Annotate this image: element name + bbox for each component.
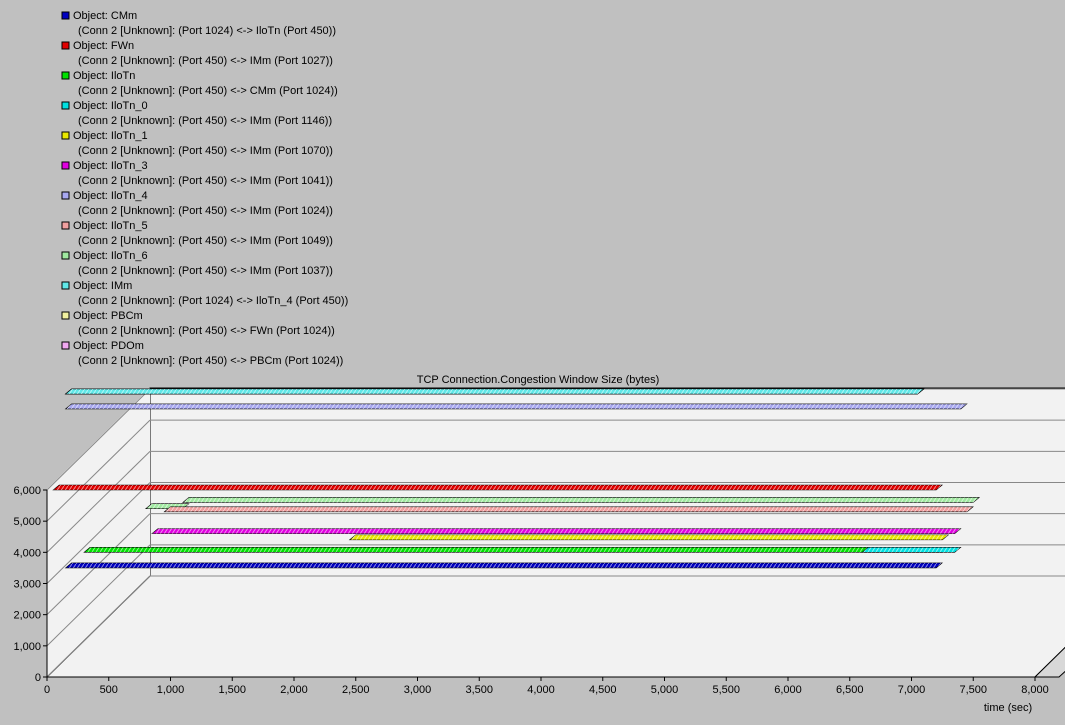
legend-swatch-ilotn-3: [61, 161, 70, 170]
grid-diagonal: [46, 575, 151, 678]
bar-hatch-ilotn-5: [164, 506, 974, 512]
legend-swatch-imm: [61, 281, 70, 290]
legend-conn-pdom: (Conn 2 [Unknown]: (Port 450) <-> PBCm (…: [78, 355, 343, 367]
legend-conn-ilotn-0: (Conn 2 [Unknown]: (Port 450) <-> IMm (P…: [78, 115, 332, 127]
bar-hatch-ilotn-0: [862, 547, 961, 553]
legend-conn-cmm: (Conn 2 [Unknown]: (Port 1024) <-> IloTn…: [78, 25, 336, 37]
y-tick-label: 5,000: [13, 516, 41, 528]
legend-conn-fwn: (Conn 2 [Unknown]: (Port 450) <-> IMm (P…: [78, 55, 333, 67]
legend-swatch-ilotn-5: [61, 221, 70, 230]
y-tick-label: 4,000: [13, 547, 41, 559]
x-tick-label: 500: [100, 684, 118, 696]
legend-conn-ilotn: (Conn 2 [Unknown]: (Port 450) <-> CMm (P…: [78, 85, 338, 97]
legend-conn-imm: (Conn 2 [Unknown]: (Port 1024) <-> IloTn…: [78, 295, 348, 307]
bar-hatch-cmm: [65, 562, 943, 568]
x-axis-label: time (sec): [984, 702, 1032, 714]
bar-hatch-ilotn-4: [65, 403, 967, 409]
legend-swatch-ilotn-1: [61, 131, 70, 140]
data-bars: [52, 388, 981, 569]
y-tick-label: 2,000: [13, 610, 41, 622]
y-tick-label: 3,000: [13, 579, 41, 591]
legend-conn-ilotn-4: (Conn 2 [Unknown]: (Port 450) <-> IMm (P…: [78, 205, 333, 217]
x-tick-label: 6,500: [836, 684, 864, 696]
x-tick-label: 6,000: [774, 684, 802, 696]
legend-object-ilotn-5: Object: IloTn_5: [73, 220, 148, 232]
x-tick-label: 4,500: [589, 684, 617, 696]
legend-object-pdom: Object: PDOm: [73, 340, 144, 352]
grid-diagonal: [46, 419, 151, 522]
axes: 0 500 1,000 1,500 2,000 2,500 3,000 3,500 4,000 4…: [13, 485, 1048, 696]
legend-swatch-pdom: [61, 341, 70, 350]
legend-swatch-ilotn-6: [61, 251, 70, 260]
legend-conn-ilotn-3: (Conn 2 [Unknown]: (Port 450) <-> IMm (P…: [78, 175, 333, 187]
legend-object-ilotn-6: Object: IloTn_6: [73, 250, 148, 262]
x-tick-label: 3,000: [404, 684, 432, 696]
x-tick-label: 5,500: [712, 684, 740, 696]
x-tick-label: 5,000: [651, 684, 679, 696]
x-tick-label: 7,500: [959, 684, 987, 696]
legend-object-ilotn-0: Object: IloTn_0: [73, 100, 148, 112]
y-tick-label: 6,000: [13, 485, 41, 497]
legend-swatch-ilotn: [61, 71, 70, 80]
legend-object-imm: Object: IMm: [73, 280, 132, 292]
legend-object-ilotn-3: Object: IloTn_3: [73, 160, 148, 172]
floor-end-cap: [1033, 646, 1065, 678]
legend-object-pbcm: Object: PBCm: [73, 310, 143, 322]
bar-hatch-fwn: [53, 485, 943, 490]
legend-conn-ilotn-5: (Conn 2 [Unknown]: (Port 450) <-> IMm (P…: [78, 235, 333, 247]
bar-hatch-ilotn: [84, 547, 949, 553]
legend-object-fwn: Object: FWn: [73, 40, 134, 52]
x-tick-label: 3,500: [465, 684, 493, 696]
grid-diagonal: [46, 544, 151, 647]
bar-hatch-ilotn-3: [151, 528, 961, 534]
legend-swatch-pbcm: [61, 311, 70, 320]
legend-conn-pbcm: (Conn 2 [Unknown]: (Port 450) <-> FWn (P…: [78, 325, 335, 337]
x-tick-label: 1,500: [218, 684, 246, 696]
x-tick-label: 4,000: [527, 684, 555, 696]
x-tick-label: 8,000: [1021, 684, 1049, 696]
legend-object-ilotn-1: Object: IloTn_1: [73, 130, 148, 142]
bar-hatch-imm: [65, 389, 924, 394]
floor: [45, 575, 1065, 678]
legend-swatch-ilotn-0: [61, 101, 70, 110]
x-tick-label: 2,500: [342, 684, 370, 696]
legend-object-ilotn: Object: IloTn: [73, 70, 135, 82]
legend-conn-ilotn-6: (Conn 2 [Unknown]: (Port 450) <-> IMm (P…: [78, 265, 333, 277]
x-tick-label: 2,000: [280, 684, 308, 696]
legend-conn-ilotn-1: (Conn 2 [Unknown]: (Port 450) <-> IMm (P…: [78, 145, 333, 157]
legend-swatch-cmm: [61, 11, 70, 20]
grid-diagonal: [46, 450, 151, 553]
legend: Object: CMm (Conn 2 [Unknown]: (Port 1024…: [61, 10, 348, 367]
legend-object-cmm: Object: CMm: [73, 10, 137, 22]
x-tick-label: 7,000: [898, 684, 926, 696]
grid-diagonal: [46, 482, 151, 584]
y-tick-label: 1,000: [13, 641, 41, 653]
y-tick-label: 0: [35, 672, 41, 684]
chart-title: TCP Connection.Congestion Window Size (b…: [417, 374, 660, 386]
bar-hatch-ilotn-6: [182, 497, 980, 503]
x-tick-label: 0: [44, 684, 50, 696]
legend-swatch-fwn: [61, 41, 70, 50]
legend-swatch-ilotn-4: [61, 191, 70, 200]
x-tick-label: 1,000: [157, 684, 185, 696]
legend-object-ilotn-4: Object: IloTn_4: [73, 190, 148, 202]
bar-hatch-ilotn-1: [349, 534, 949, 540]
